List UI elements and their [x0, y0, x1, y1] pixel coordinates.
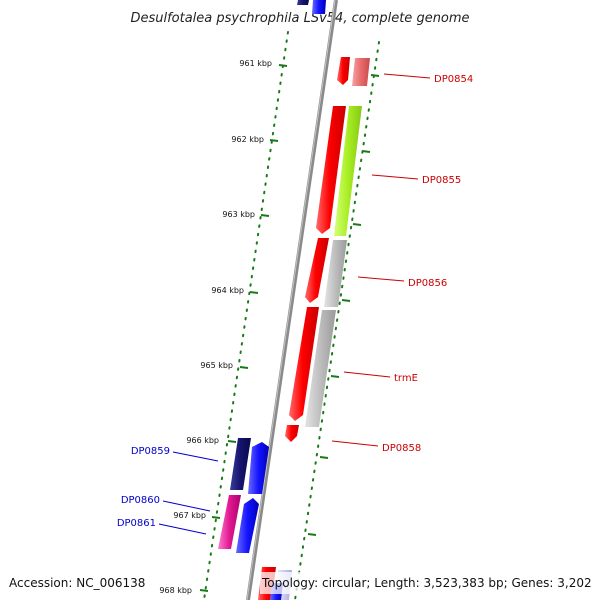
ring-boundaries	[203, 31, 380, 600]
gene-block-dp0858[interactable]	[285, 425, 299, 442]
tick-mark	[227, 440, 237, 443]
tick-label-964: 964 kbp	[211, 286, 244, 295]
label-leader-line	[162, 500, 211, 512]
tick-mark	[249, 291, 259, 294]
tick-label-962: 962 kbp	[231, 135, 264, 144]
gene-block-dp0854-homolog[interactable]	[352, 58, 370, 86]
label-leader-line	[357, 276, 405, 282]
gene-block-trme[interactable]	[289, 307, 319, 421]
label-leader-line	[371, 174, 419, 180]
gene-label-dp0854[interactable]: DP0854	[434, 74, 473, 85]
minor-tick	[361, 150, 371, 153]
gene-block-dp0856-homolog[interactable]	[324, 240, 347, 307]
cds-track-reverse	[218, 0, 326, 553]
coordinate-ticks: 961 kbp 962 kbp 963 kbp 964 kbp 965 kbp …	[159, 59, 380, 595]
map-title: Desulfotalea psychrophila LSv54, complet…	[130, 11, 469, 26]
gene-block-trme-homolog[interactable]	[305, 310, 336, 427]
gene-block-dp0859[interactable]	[230, 438, 251, 490]
gene-label-dp0855[interactable]: DP0855	[422, 175, 461, 186]
outer-ring-boundary	[294, 41, 380, 600]
tick-mark	[278, 64, 288, 67]
tick-mark	[199, 589, 209, 592]
genome-summary-text: Topology: circular; Length: 3,523,383 bp…	[262, 576, 592, 590]
tick-mark	[269, 139, 279, 142]
gene-block-dp0860[interactable]	[218, 495, 241, 549]
tick-label-966: 966 kbp	[186, 436, 219, 445]
label-leader-line	[158, 523, 207, 535]
tick-mark	[211, 516, 221, 519]
inner-ring-boundary	[203, 31, 289, 600]
gene-block-dp0861[interactable]	[236, 498, 259, 553]
label-leader-line	[331, 440, 379, 447]
tick-label-967: 967 kbp	[173, 511, 206, 520]
label-leader-line	[383, 73, 431, 79]
gene-block-dp0854[interactable]	[337, 57, 350, 85]
gene-label-dp0859[interactable]: DP0859	[131, 446, 170, 457]
label-leader-line	[172, 451, 219, 462]
summary-background	[260, 572, 596, 594]
minor-tick	[370, 74, 380, 77]
gene-label-dp0858[interactable]: DP0858	[382, 443, 421, 454]
gene-label-dp0856[interactable]: DP0856	[408, 278, 447, 289]
gene-labels: DP0854 DP0855 DP0856 trmE DP0858 DP0859 …	[117, 73, 473, 535]
gene-block-top-blue[interactable]	[312, 0, 326, 14]
tick-label-963: 963 kbp	[222, 210, 255, 219]
gene-block-dp0859-partner[interactable]	[248, 442, 269, 494]
label-leader-line	[343, 371, 391, 378]
tick-mark	[239, 366, 249, 369]
minor-tick	[341, 299, 351, 302]
genome-backbone-highlight	[246, 0, 336, 600]
accession-text: Accession: NC_006138	[9, 576, 146, 590]
gene-block-top-navy[interactable]	[297, 0, 309, 5]
tick-label-968: 968 kbp	[159, 586, 192, 595]
genome-backbone	[246, 0, 338, 600]
gene-label-trme[interactable]: trmE	[394, 373, 418, 384]
cds-track-related	[270, 58, 370, 600]
gene-block-dp0855[interactable]	[316, 106, 346, 234]
minor-tick	[319, 456, 329, 459]
gene-label-dp0861[interactable]: DP0861	[117, 518, 156, 529]
gene-block-dp0856[interactable]	[305, 238, 329, 303]
minor-tick	[352, 223, 362, 226]
gene-label-dp0860[interactable]: DP0860	[121, 495, 160, 506]
minor-tick	[307, 533, 317, 536]
tick-label-965: 965 kbp	[200, 361, 233, 370]
tick-label-961: 961 kbp	[239, 59, 272, 68]
minor-tick	[330, 375, 340, 378]
tick-mark	[260, 214, 270, 217]
gene-block-dp0855-homolog[interactable]	[334, 106, 362, 236]
